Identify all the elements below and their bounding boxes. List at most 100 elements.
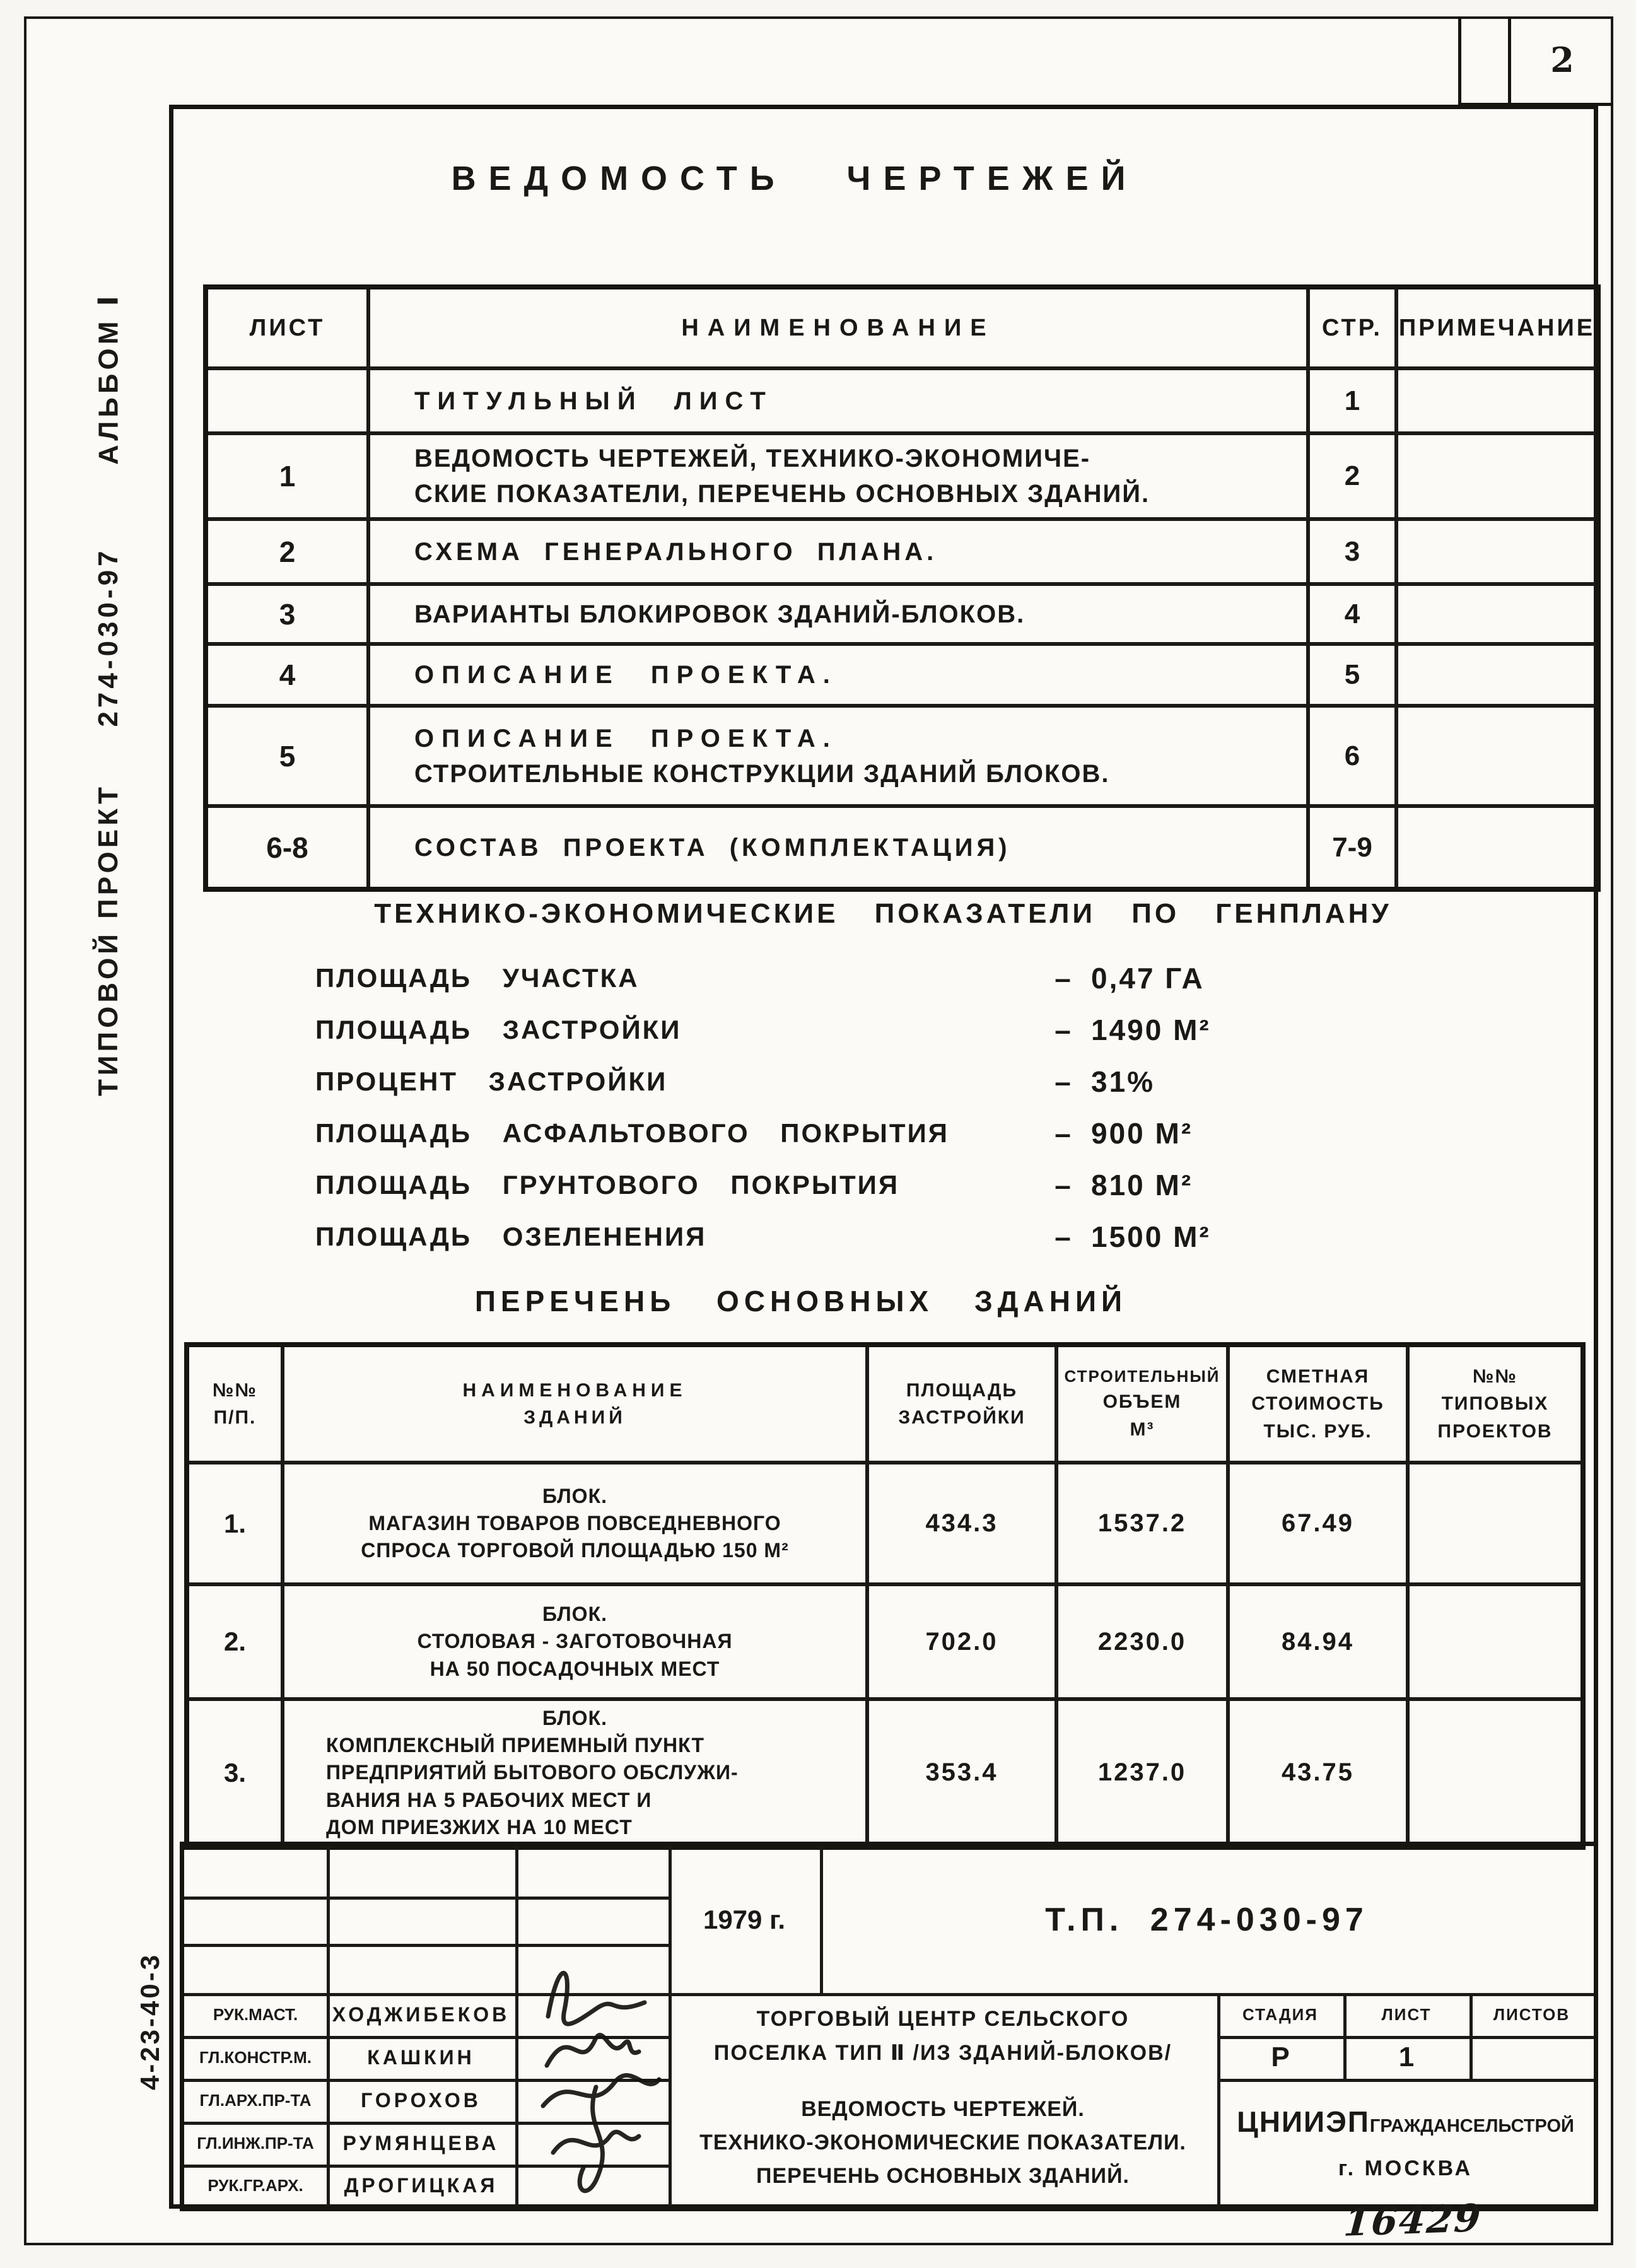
sheet-number: 4: [204, 642, 370, 708]
drawing-name: СОСТАВ ПРОЕКТА (КОМПЛЕКТАЦИЯ): [414, 833, 1011, 862]
signer-role: РУК.ГР.АРХ.: [207, 2176, 303, 2195]
tep-label: ПРОЦЕНТ ЗАСТРОЙКИ: [315, 1067, 668, 1096]
tep-item: ПЛОЩАДЬ ОЗЕЛЕНЕНИЯ – 1500 М²: [315, 1211, 1514, 1263]
tep-dash: –: [1055, 1220, 1071, 1253]
building-name: БЛОК. СТОЛОВАЯ - ЗАГОТОВОЧНАЯ НА 50 ПОСА…: [281, 1582, 869, 1701]
tep-item: ПЛОЩАДЬ АСФАЛЬТОВОГО ПОКРЫТИЯ – 900 М²: [315, 1108, 1514, 1159]
sheet-number: 6-8: [204, 804, 370, 891]
drawing-list-row: 6-8 СОСТАВ ПРОЕКТА (КОМПЛЕКТАЦИЯ) 7-9: [204, 804, 1600, 891]
building-name: БЛОК. МАГАЗИН ТОВАРОВ ПОВСЕДНЕВНОГО СПРО…: [281, 1461, 869, 1586]
column-header-sheet: ЛИСТ: [204, 285, 370, 370]
signer-role: ГЛ.АРХ.ПР-ТА: [199, 2090, 312, 2110]
tep-value: 1490 М²: [1091, 1014, 1211, 1046]
sidebar-series-code: 274-030-97: [93, 547, 124, 727]
building-volume: 2230.0: [1055, 1582, 1230, 1701]
column-header-name: НАИМЕНОВАНИЕ ЗДАНИЙ: [281, 1343, 869, 1464]
tep-dash: –: [1055, 1014, 1071, 1046]
title-block: 1979 г. Т.П. 274-030-97 ТОРГОВЫЙ ЦЕНТР С…: [180, 1842, 1598, 2211]
column-header-area: ПЛОЩАДЬ ЗАСТРОЙКИ: [865, 1343, 1058, 1464]
page-number-divider: [1508, 16, 1511, 103]
drawing-list-row: 1 ВЕДОМОСТЬ ЧЕРТЕЖЕЙ, ТЕХНИКО-ЭКОНОМИЧЕ-…: [204, 431, 1600, 521]
project-name-cell: ТОРГОВЫЙ ЦЕНТР СЕЛЬСКОГО ПОСЕЛКА ТИП Ⅱ /…: [713, 2006, 1172, 2065]
column-header-volume: СТРОИТЕЛЬНЫЙ ОБЪЕМ М³: [1055, 1343, 1230, 1464]
buildings-header-row: №№ П/П. НАИМЕНОВАНИЕ ЗДАНИЙ ПЛОЩАДЬ ЗАСТРОЙ…: [185, 1343, 1585, 1464]
signer-name: ГОРОХОВ: [361, 2088, 481, 2112]
stage-label: СТАДИЯ: [1242, 2004, 1318, 2024]
building-row: 2. БЛОК. СТОЛОВАЯ - ЗАГОТОВОЧНАЯ НА 50 П…: [185, 1582, 1585, 1701]
building-volume: 1537.2: [1055, 1461, 1230, 1586]
note-cell: [1394, 582, 1600, 646]
building-typical: [1406, 1461, 1585, 1586]
organization-cell: ЦНИИЭП ГРАЖДАНСЕЛЬСТРОЙ г. МОСКВА: [1217, 2079, 1594, 2207]
drawing-name: ОПИСАНИЕ ПРОЕКТА.: [414, 724, 838, 752]
tep-dash: –: [1055, 1169, 1071, 1201]
building-cost: 67.49: [1226, 1461, 1410, 1586]
buildings-table: №№ П/П. НАИМЕНОВАНИЕ ЗДАНИЙ ПЛОЩАДЬ ЗАСТРОЙ…: [184, 1342, 1586, 1850]
building-typical: [1406, 1582, 1585, 1701]
sidebar-series-label: ТИПОВОЙ ПРОЕКТ: [93, 783, 124, 1096]
drawing-name: ТИТУЛЬНЫЙ ЛИСТ: [414, 387, 773, 415]
tep-dash: –: [1055, 1065, 1071, 1098]
building-area: 353.4: [865, 1697, 1058, 1849]
sheet-value: 1: [1398, 2042, 1415, 2072]
drawing-name: ОПИСАНИЕ ПРОЕКТА.: [414, 661, 838, 689]
drawing-name: СХЕМА ГЕНЕРАЛЬНОГО ПЛАНА.: [414, 537, 938, 566]
tep-section-title: ТЕХНИКО-ЭКОНОМИЧЕСКИЕ ПОКАЗАТЕЛИ ПО ГЕНП…: [374, 898, 1392, 929]
signer-name: ДРОГИЦКАЯ: [344, 2174, 498, 2197]
drawing-list-table: ЛИСТ НАИМЕНОВАНИЕ СТР. ПРИМЕЧАНИЕ ТИТУЛЬ…: [203, 284, 1601, 892]
column-header-num: №№ П/П.: [185, 1343, 284, 1464]
page-ref: 7-9: [1306, 804, 1398, 891]
note-cell: [1394, 431, 1600, 521]
tep-item: ПЛОЩАДЬ УЧАСТКА – 0,47 ГА: [315, 952, 1514, 1004]
building-name: БЛОК. КОМПЛЕКСНЫЙ ПРИЕМНЫЙ ПУНКТ ПРЕДПРИ…: [281, 1697, 869, 1849]
column-header-name: НАИМЕНОВАНИЕ: [366, 285, 1310, 370]
building-cost: 43.75: [1226, 1697, 1410, 1849]
note-cell: [1394, 804, 1600, 891]
tep-dash: –: [1055, 1117, 1071, 1150]
building-area: 702.0: [865, 1582, 1058, 1701]
tep-item: ПЛОЩАДЬ ГРУНТОВОГО ПОКРЫТИЯ – 810 М²: [315, 1159, 1514, 1211]
project-code-cell: Т.П. 274-030-97: [1045, 1901, 1369, 1938]
note-cell: [1394, 642, 1600, 708]
sheet-number: [204, 366, 370, 435]
building-row: 1. БЛОК. МАГАЗИН ТОВАРОВ ПОВСЕДНЕВНОГО С…: [185, 1461, 1585, 1586]
sidebar-album-label: АЛЬБОМ Ⅰ: [93, 292, 124, 465]
building-row: 3. БЛОК. КОМПЛЕКСНЫЙ ПРИЕМНЫЙ ПУНКТ ПРЕД…: [185, 1697, 1585, 1849]
building-volume: 1237.0: [1055, 1697, 1230, 1849]
drawing-name: ВЕДОМОСТЬ ЧЕРТЕЖЕЙ, ТЕХНИКО-ЭКОНОМИЧЕ-: [414, 445, 1091, 472]
drawing-name: ВАРИАНТЫ БЛОКИРОВОК ЗДАНИЙ-БЛОКОВ.: [414, 600, 1025, 628]
drawing-list-row: 3 ВАРИАНТЫ БЛОКИРОВОК ЗДАНИЙ-БЛОКОВ. 4: [204, 582, 1600, 646]
year-cell: 1979 г.: [703, 1904, 786, 1934]
org-abbreviation: ЦНИИЭП: [1237, 2105, 1370, 2138]
tep-dash: –: [1055, 962, 1071, 995]
tep-value: 1500 М²: [1091, 1220, 1211, 1253]
tep-value: 0,47 ГА: [1091, 962, 1205, 995]
signer-name: КАШКИН: [367, 2045, 475, 2069]
note-cell: [1394, 517, 1600, 586]
org-name: ГРАЖДАНСЕЛЬСТРОЙ: [1369, 2116, 1574, 2136]
tep-value: 900 М²: [1091, 1117, 1193, 1150]
column-header-page: СТР.: [1306, 285, 1398, 370]
tep-label: ПЛОЩАДЬ ГРУНТОВОГО ПОКРЫТИЯ: [315, 1170, 899, 1200]
tep-value: 31%: [1091, 1065, 1155, 1098]
sheet-number: 5: [204, 704, 370, 808]
page-ref: 2: [1306, 431, 1398, 521]
drawing-list-row: 5 ОПИСАНИЕ ПРОЕКТА. СТРОИТЕЛЬНЫЕ КОНСТРУК…: [204, 704, 1600, 808]
column-header-typical: №№ ТИПОВЫХ ПРОЕКТОВ: [1406, 1343, 1585, 1464]
sheet-number: 3: [204, 582, 370, 646]
signer-role: ГЛ.ИНЖ.ПР-ТА: [197, 2133, 314, 2153]
signatures-ink: [540, 1970, 662, 2194]
building-typical: [1406, 1697, 1585, 1849]
sheet-number: 1: [204, 431, 370, 521]
drawing-list-row: ТИТУЛЬНЫЙ ЛИСТ 1: [204, 366, 1600, 435]
drawing-list-row: 2 СХЕМА ГЕНЕРАЛЬНОГО ПЛАНА. 3: [204, 517, 1600, 586]
signer-name: РУМЯНЦЕВА: [342, 2131, 500, 2154]
page-number-box: 2: [1458, 16, 1613, 106]
drawing-list-row: 4 ОПИСАНИЕ ПРОЕКТА. 5: [204, 642, 1600, 708]
column-header-note: ПРИМЕЧАНИЕ: [1394, 285, 1600, 370]
note-cell: [1394, 366, 1600, 435]
sidebar-archive-code: 4-23-40-3: [135, 1952, 165, 2091]
org-city: г. МОСКВА: [1338, 2156, 1473, 2180]
note-cell: [1394, 704, 1600, 808]
